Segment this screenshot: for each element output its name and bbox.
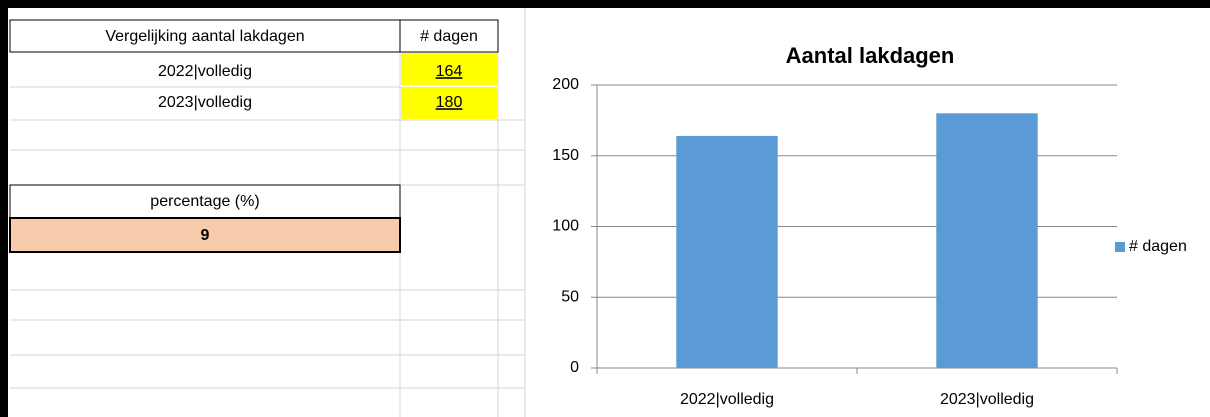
frame-left	[0, 0, 8, 417]
chart-title: Aantal lakdagen	[786, 43, 955, 68]
legend-swatch	[1115, 242, 1125, 252]
y-tick-label: 100	[552, 218, 579, 235]
frame-top	[0, 0, 1210, 8]
row-value: 180	[436, 94, 463, 111]
bar	[676, 135, 778, 368]
percentage-label-cell	[9, 184, 401, 219]
bar	[936, 113, 1038, 368]
header-text: Vergelijking aantal lakdagen	[105, 28, 304, 45]
row-label: 2023|volledig	[158, 94, 252, 111]
percentage-value-cell	[9, 217, 401, 253]
y-tick-label: 150	[552, 147, 579, 164]
legend-label: # dagen	[1129, 238, 1187, 255]
value-cell	[401, 87, 497, 119]
x-tick-label: 2023|volledig	[940, 391, 1034, 408]
header-cell	[399, 19, 499, 53]
row-value: 164	[436, 63, 463, 80]
y-tick-label: 200	[552, 76, 579, 93]
row-label: 2022|volledig	[158, 63, 252, 80]
y-tick-label: 50	[561, 288, 579, 305]
x-tick-label: 2022|volledig	[680, 391, 774, 408]
header-text: # dagen	[420, 28, 478, 45]
percentage-label: percentage (%)	[150, 193, 259, 210]
y-tick-label: 0	[570, 359, 579, 376]
chart-area	[526, 16, 1210, 417]
percentage-value: 9	[201, 227, 210, 244]
value-cell	[401, 53, 497, 85]
